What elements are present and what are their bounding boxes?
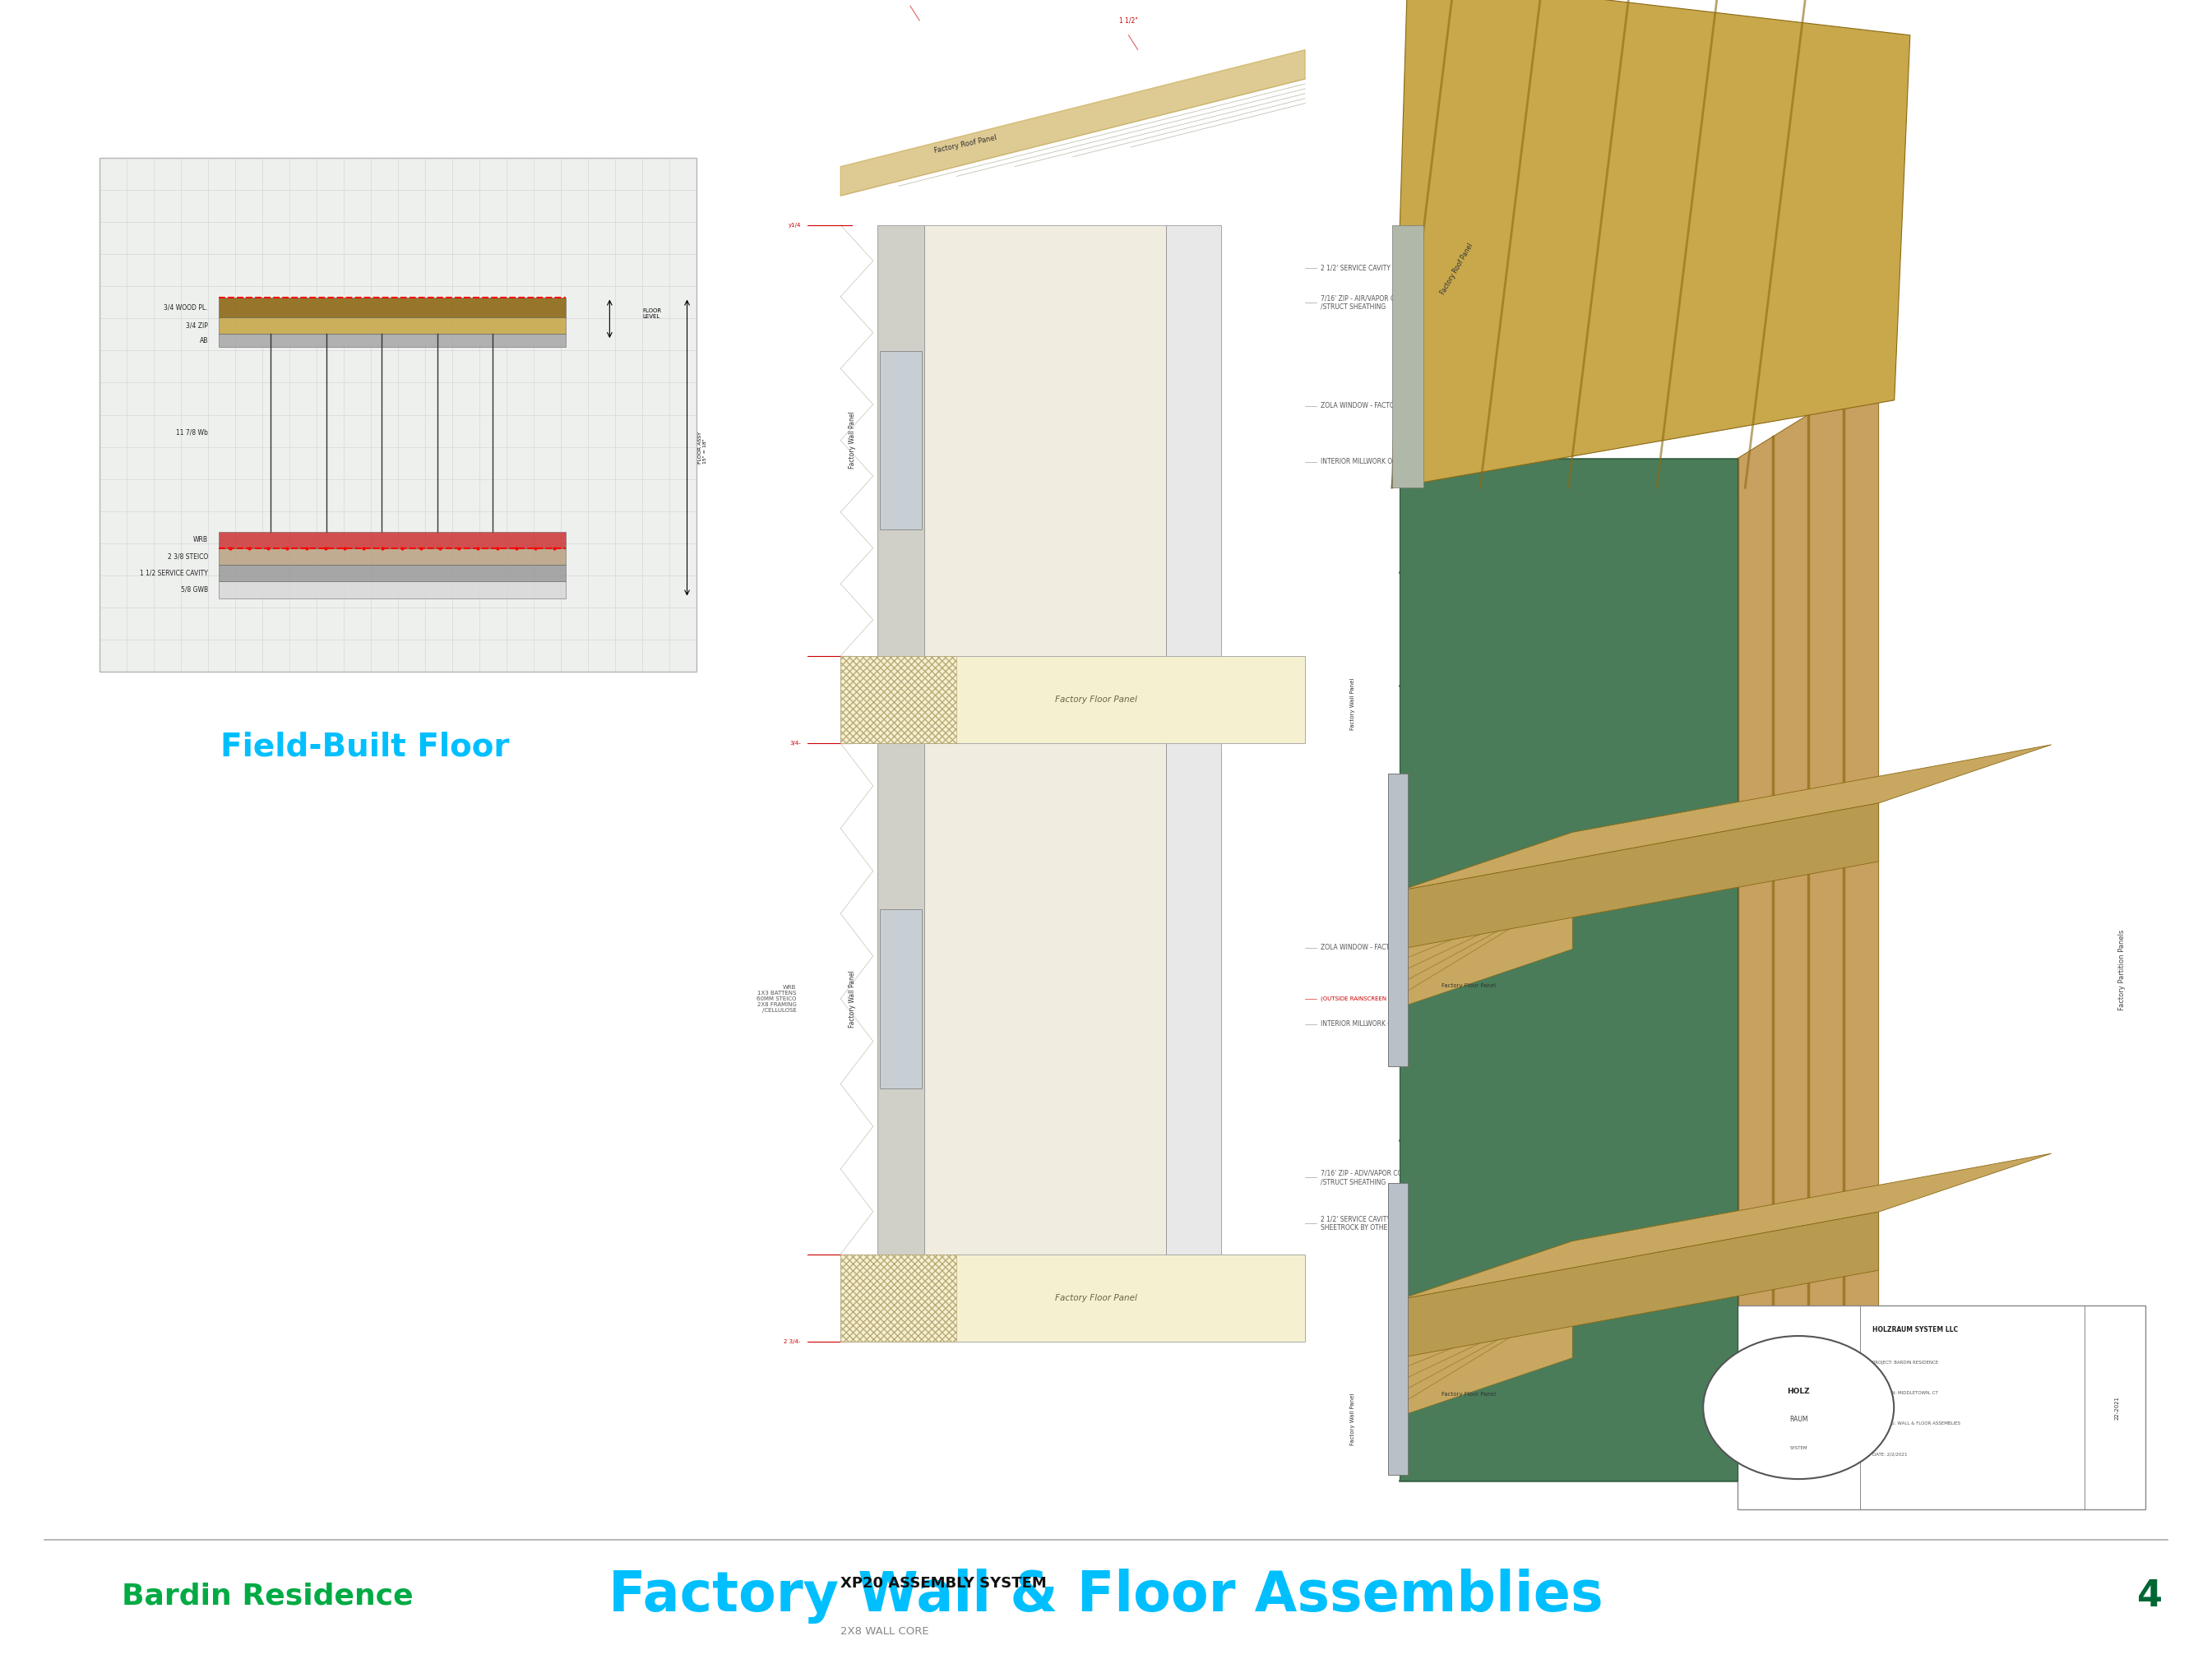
Text: HOLZRAUM SYSTEM LLC: HOLZRAUM SYSTEM LLC	[1871, 1326, 1958, 1334]
Text: INTERIOR MILLWORK OTHERS: INTERIOR MILLWORK OTHERS	[1321, 1020, 1413, 1029]
Bar	[925, 743, 1166, 1254]
Text: PROJECT: BARDIN RESIDENCE: PROJECT: BARDIN RESIDENCE	[1871, 1360, 1938, 1365]
Text: 4: 4	[2137, 1578, 2163, 1614]
Bar	[219, 566, 566, 582]
Text: y1/4: y1/4	[787, 222, 801, 227]
Text: DATE: 2/2/2021: DATE: 2/2/2021	[1871, 1452, 1907, 1457]
Bar	[219, 317, 566, 333]
Polygon shape	[1400, 1211, 1878, 1357]
Bar	[1166, 743, 1221, 1254]
Polygon shape	[1400, 458, 1736, 1480]
Text: SYSTEM: SYSTEM	[1790, 1447, 1807, 1450]
Polygon shape	[1400, 1299, 1573, 1417]
Polygon shape	[1391, 0, 1909, 488]
Text: DRAWING: WALL & FLOOR ASSEMBLIES: DRAWING: WALL & FLOOR ASSEMBLIES	[1871, 1422, 1960, 1425]
Text: Factory Floor Panel: Factory Floor Panel	[1442, 1392, 1495, 1397]
Text: 5/8 GWB: 5/8 GWB	[181, 586, 208, 594]
Bar	[1166, 226, 1221, 655]
Text: Factory Roof Panel: Factory Roof Panel	[933, 134, 998, 154]
Bar	[925, 226, 1166, 655]
Text: 7/16' ZIP - ADV/VAPOR CONTROL LAYERS
/STRUCT SHEATHING: 7/16' ZIP - ADV/VAPOR CONTROL LAYERS /ST…	[1321, 1170, 1449, 1186]
Text: 2X8 WALL CORE: 2X8 WALL CORE	[841, 1626, 929, 1636]
Text: ZOLA WINDOW - FACTORY INSTALLED: ZOLA WINDOW - FACTORY INSTALLED	[1321, 944, 1438, 951]
Text: Factory Wall & Floor Assemblies: Factory Wall & Floor Assemblies	[608, 1568, 1604, 1624]
Text: AB: AB	[199, 337, 208, 343]
Text: RAUM: RAUM	[1790, 1417, 1807, 1423]
Bar	[219, 582, 566, 599]
Bar	[1391, 226, 1422, 488]
Text: Factory Wall Panel: Factory Wall Panel	[1349, 1394, 1356, 1445]
Bar	[878, 226, 925, 655]
Bar	[841, 1254, 1305, 1342]
Text: XP20 ASSEMBLY SYSTEM: XP20 ASSEMBLY SYSTEM	[841, 1576, 1046, 1591]
Bar	[878, 743, 925, 1254]
Text: HOLZ: HOLZ	[1787, 1387, 1809, 1395]
Bar	[841, 655, 1305, 743]
Text: 2 3/8 STEICO: 2 3/8 STEICO	[168, 552, 208, 561]
Text: 22-2021: 22-2021	[2115, 1395, 2119, 1420]
Bar	[1360, 50, 2146, 1510]
Bar	[841, 655, 956, 743]
Text: Factory Floor Panel: Factory Floor Panel	[1055, 695, 1137, 703]
Bar	[219, 549, 566, 566]
Text: (OUTSIDE RAINSCREEN TO INSIDE OF SERVICE CAVITY): (OUTSIDE RAINSCREEN TO INSIDE OF SERVICE…	[1321, 995, 1475, 1002]
Polygon shape	[841, 50, 1305, 196]
Text: WRB: WRB	[192, 536, 208, 544]
Text: 1 1/2": 1 1/2"	[1119, 17, 1137, 25]
Text: 1 1/2 SERVICE CAVITY: 1 1/2 SERVICE CAVITY	[139, 569, 208, 577]
Text: WRB
1X3 BATTENS
60MM STEICO
2X8 FRAMING
/CELLULOSE: WRB 1X3 BATTENS 60MM STEICO 2X8 FRAMING …	[757, 985, 796, 1012]
Text: 3/4-: 3/4-	[790, 742, 801, 745]
Bar	[219, 533, 566, 549]
Polygon shape	[1400, 1153, 2051, 1299]
Text: INTERIOR MILLWORK OTHERS: INTERIOR MILLWORK OTHERS	[1321, 458, 1413, 466]
Polygon shape	[1400, 803, 1878, 949]
Bar	[841, 1254, 956, 1342]
Bar	[100, 158, 697, 672]
Bar	[1736, 1306, 2146, 1510]
Text: Factory Wall Panel: Factory Wall Panel	[849, 971, 856, 1027]
Text: 2 3/4-: 2 3/4-	[783, 1339, 801, 1344]
Text: LOCATION: MIDDLETOWN, CT: LOCATION: MIDDLETOWN, CT	[1871, 1392, 1938, 1395]
Bar	[1387, 1183, 1407, 1475]
Text: Factory Floor Panel: Factory Floor Panel	[1055, 1294, 1137, 1302]
Text: 11 7/8 Wb: 11 7/8 Wb	[177, 430, 208, 436]
Bar	[219, 297, 566, 317]
Text: Factory Wall Panel: Factory Wall Panel	[849, 411, 856, 469]
Text: Factory Partition Panels: Factory Partition Panels	[2119, 929, 2126, 1010]
Text: FLOOR
LEVEL: FLOOR LEVEL	[644, 309, 661, 319]
Polygon shape	[1736, 372, 1878, 1480]
Polygon shape	[1400, 357, 1878, 458]
Text: 2 1/2' SERVICE CAVITY (BY OTHERS): 2 1/2' SERVICE CAVITY (BY OTHERS)	[1321, 264, 1433, 272]
Text: 2 1/2' SERVICE CAVITY
SHEETROCK BY OTHERS: 2 1/2' SERVICE CAVITY SHEETROCK BY OTHER…	[1321, 1216, 1396, 1231]
Text: Factory Roof Panel: Factory Roof Panel	[1440, 242, 1475, 295]
Polygon shape	[1400, 891, 1573, 1007]
Bar	[1387, 773, 1407, 1065]
Circle shape	[1703, 1335, 1893, 1480]
Bar	[880, 352, 922, 529]
Text: ZOLA WINDOW - FACTORY INSTALLED: ZOLA WINDOW - FACTORY INSTALLED	[1321, 401, 1438, 410]
Polygon shape	[1400, 745, 2051, 891]
Bar	[880, 909, 922, 1088]
Text: Factory Wall Panel: Factory Wall Panel	[1349, 679, 1356, 730]
Text: 7/16' ZIP - AIR/VAPOR CONTROL LAYERS
/STRUCT SHEATHING: 7/16' ZIP - AIR/VAPOR CONTROL LAYERS /ST…	[1321, 295, 1447, 310]
Text: Factory Floor Panel: Factory Floor Panel	[1442, 984, 1495, 989]
Text: Bardin Residence: Bardin Residence	[122, 1583, 414, 1609]
Bar	[219, 333, 566, 347]
Text: FLOOR ASSY
15" = 18": FLOOR ASSY 15" = 18"	[699, 431, 708, 465]
Text: 3/4 WOOD PL.: 3/4 WOOD PL.	[164, 304, 208, 310]
Text: Field-Built Floor: Field-Built Floor	[221, 732, 509, 761]
Text: 3/4 ZIP: 3/4 ZIP	[186, 322, 208, 328]
